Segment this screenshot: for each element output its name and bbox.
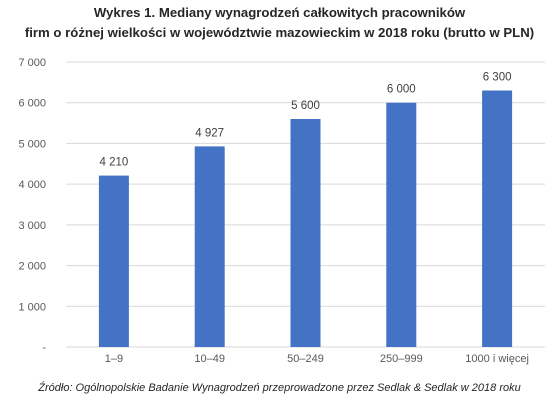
y-tick-label: 4 000 bbox=[18, 179, 46, 191]
x-axis: 1–9 10–49 50–249 250–999 1000 i więcej bbox=[105, 353, 529, 365]
data-label: 6 300 bbox=[483, 72, 512, 84]
bar bbox=[290, 119, 321, 347]
bars: 4 210 4 927 5 600 6 000 6 300 bbox=[98, 72, 513, 347]
y-tick-label: 2 000 bbox=[18, 261, 46, 273]
x-tick-label: 250–999 bbox=[380, 353, 423, 365]
y-tick-label: 5 000 bbox=[18, 138, 46, 150]
gridlines bbox=[66, 61, 545, 348]
bar bbox=[98, 175, 129, 347]
chart-subtitle: firm o różnej wielkości w województwie m… bbox=[24, 25, 535, 40]
x-tick-label: 10–49 bbox=[194, 353, 225, 365]
x-tick-label: 1–9 bbox=[105, 353, 123, 365]
y-tick-label: - bbox=[42, 342, 46, 354]
x-tick-label: 1000 i więcej bbox=[465, 353, 529, 365]
bar bbox=[194, 146, 225, 347]
y-axis: - 1 000 2 000 3 000 4 000 5 000 6 000 7 000 bbox=[18, 57, 46, 354]
x-tick-label: 50–249 bbox=[287, 353, 324, 365]
data-label: 5 600 bbox=[291, 100, 320, 112]
data-label: 4 210 bbox=[100, 157, 129, 169]
y-tick-label: 6 000 bbox=[18, 98, 46, 110]
source-note: Źródło: Ogólnopolskie Badanie Wynagrodze… bbox=[38, 382, 521, 394]
y-tick-label: 3 000 bbox=[18, 220, 46, 232]
chart-title: Wykres 1. Mediany wynagrodzeń całkowityc… bbox=[93, 5, 466, 20]
bar bbox=[386, 102, 417, 347]
bar bbox=[482, 90, 513, 347]
data-label: 6 000 bbox=[387, 84, 416, 96]
y-tick-label: 7 000 bbox=[18, 57, 46, 69]
y-tick-label: 1 000 bbox=[18, 301, 46, 313]
data-label: 4 927 bbox=[195, 127, 224, 139]
